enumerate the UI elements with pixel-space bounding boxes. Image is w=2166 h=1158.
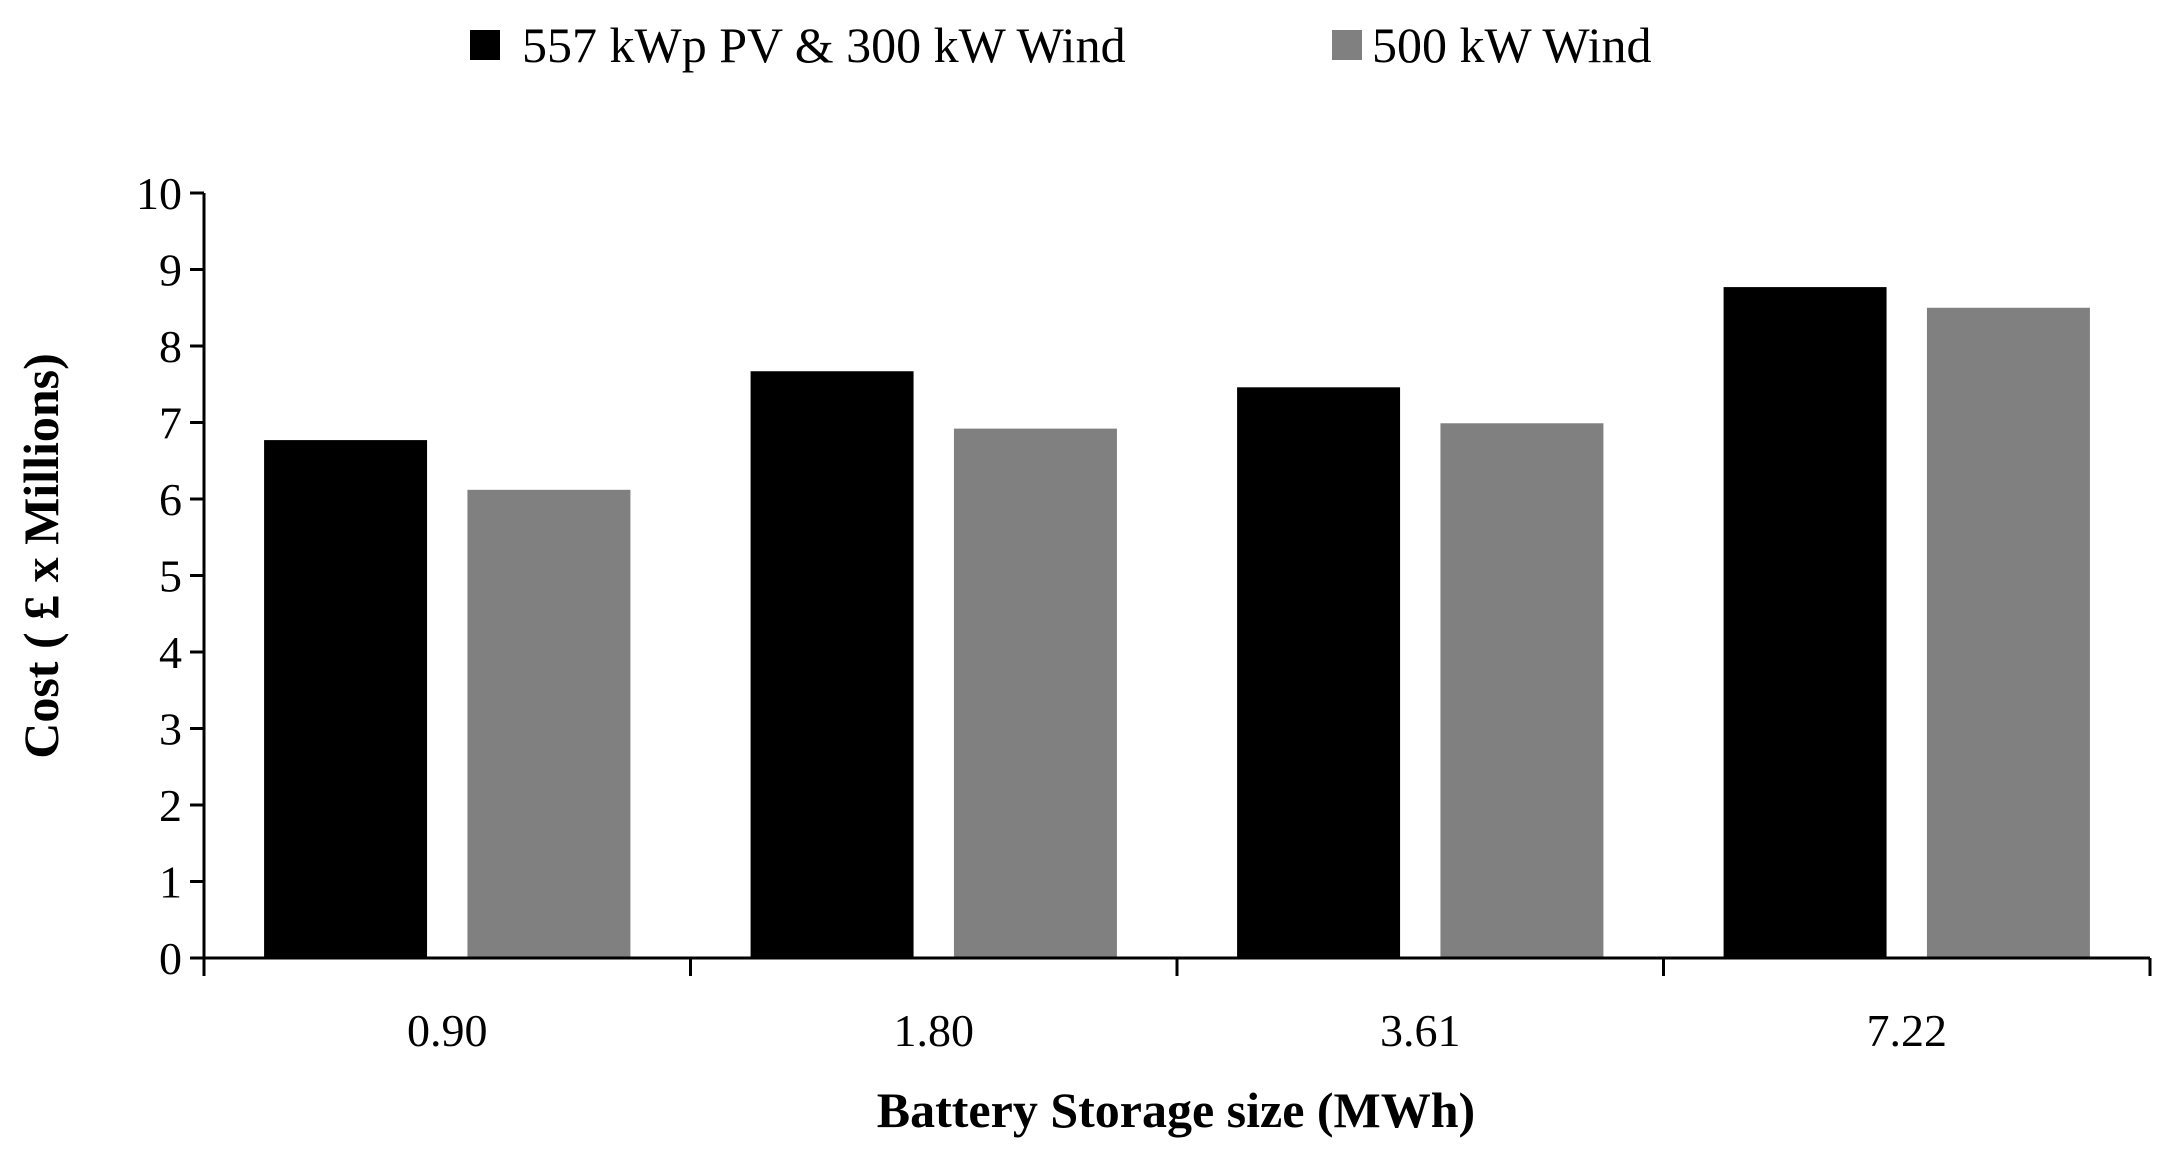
x-tick-label: 0.90 — [407, 1005, 488, 1056]
y-tick-label: 2 — [159, 780, 182, 831]
x-tick-label: 1.80 — [894, 1005, 975, 1056]
y-tick-label: 3 — [159, 704, 182, 755]
legend-swatch-series-2 — [1332, 30, 1362, 60]
y-tick-label: 4 — [159, 627, 182, 678]
y-tick-label: 8 — [159, 321, 182, 372]
y-tick-label: 1 — [159, 857, 182, 908]
y-tick-label: 5 — [159, 551, 182, 602]
x-tick-label: 7.22 — [1867, 1005, 1948, 1056]
legend: 557 kWp PV & 300 kW Wind 500 kW Wind — [470, 17, 1651, 73]
y-axis-ticks: 0 1 2 3 4 5 6 7 8 9 10 — [136, 168, 204, 984]
x-axis-ticks: 0.90 1.80 3.61 7.22 — [202, 958, 2152, 1056]
y-tick-label: 9 — [159, 245, 182, 296]
x-axis-title: Battery Storage size (MWh) — [877, 1082, 1475, 1138]
x-tick-label: 3.61 — [1380, 1005, 1461, 1056]
y-tick-label: 10 — [136, 168, 182, 219]
bar-series-2-7.22 — [1926, 307, 2090, 958]
bar-series-2-3.61 — [1440, 423, 1604, 958]
bars-group — [264, 287, 2090, 959]
bar-series-1-3.61 — [1237, 387, 1401, 958]
y-tick-label: 0 — [159, 933, 182, 984]
bar-series-1-1.80 — [750, 371, 914, 958]
bar-series-1-0.90 — [264, 440, 428, 959]
legend-swatch-series-1 — [470, 30, 500, 60]
bar-series-1-7.22 — [1723, 287, 1887, 959]
y-tick-label: 7 — [159, 398, 182, 449]
legend-label-series-1: 557 kWp PV & 300 kW Wind — [522, 17, 1126, 73]
y-axis-title: Cost ( £ x Millions) — [13, 353, 69, 759]
bar-series-2-0.90 — [467, 489, 631, 958]
legend-label-series-2: 500 kW Wind — [1372, 17, 1651, 73]
y-tick-label: 6 — [159, 474, 182, 525]
bar-series-2-1.80 — [953, 428, 1117, 958]
